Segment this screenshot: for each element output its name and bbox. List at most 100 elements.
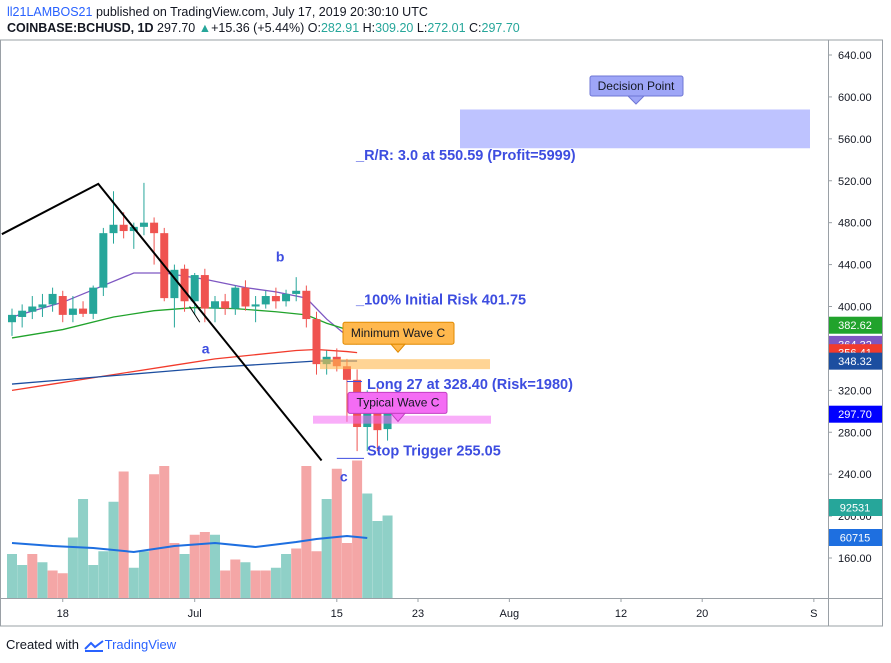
candle-body	[261, 296, 270, 305]
close-label: C:	[469, 21, 482, 35]
candle-body	[302, 290, 311, 320]
candle-body	[28, 306, 37, 312]
candle-body	[139, 222, 148, 227]
time-tick-label: 12	[615, 608, 627, 620]
volume-badge-bg	[829, 499, 882, 516]
price-tick-label: 320.00	[838, 385, 872, 397]
volume-badge-label: 60715	[840, 533, 871, 545]
tradingview-logo-icon	[83, 639, 104, 652]
volume-bar	[321, 499, 332, 598]
wave-c-label: c	[340, 469, 348, 485]
publish-line: ll21LAMBOS21 published on TradingView.co…	[7, 4, 520, 20]
volume-bar	[352, 460, 363, 598]
volume-bar	[98, 551, 109, 598]
volume-bar	[27, 554, 38, 598]
price-tick-label: 280.00	[838, 427, 872, 439]
volume-bar	[199, 532, 210, 598]
volume-bar	[67, 537, 78, 598]
open-label: O:	[307, 21, 321, 35]
price-tick-label: 600.00	[838, 92, 872, 104]
wave-a-label: a	[202, 341, 210, 357]
long-entry-text: Long 27 at 328.40 (Risk=1980)	[367, 377, 573, 393]
candle-body	[99, 233, 108, 288]
candle-body	[231, 287, 240, 309]
price-tick-label: 480.00	[838, 218, 872, 230]
candle-body	[271, 296, 280, 302]
candle-body	[150, 222, 159, 234]
volume-bar	[210, 534, 220, 598]
volume-bar	[128, 567, 139, 598]
chart-header: ll21LAMBOS21 published on TradingView.co…	[7, 4, 520, 36]
volume-badge-label: 92531	[840, 503, 871, 515]
candle-body	[190, 275, 199, 302]
candle-body	[251, 304, 260, 307]
price-change: +15.36 (+5.44%)	[211, 21, 305, 35]
typical-wave-c-pointer	[389, 412, 407, 423]
decision-zone: Decision Point	[460, 75, 810, 149]
candle-body	[58, 296, 67, 315]
candle-body	[109, 224, 118, 234]
chart-frame	[0, 39, 883, 627]
volume-bar	[291, 548, 302, 598]
price-badge-bg	[829, 316, 882, 334]
volume-bar	[57, 573, 68, 598]
volume-bar	[7, 554, 17, 598]
candle-body	[241, 287, 250, 307]
time-tick-label: 18	[57, 608, 69, 620]
volume-bar	[250, 570, 261, 598]
candle-body	[211, 301, 219, 309]
volume-bar	[311, 551, 322, 598]
volume-bar	[189, 534, 200, 598]
wave-a-tick	[189, 306, 201, 323]
volume-bar	[159, 466, 170, 598]
wave-b-label: b	[276, 248, 285, 264]
time-tick-label: Aug	[500, 608, 520, 620]
time-tick-label: Jul	[188, 608, 202, 620]
volume-bar	[331, 468, 342, 598]
volume-bar	[169, 543, 180, 598]
candle-body	[89, 287, 98, 314]
price-tick-label: 640.00	[838, 50, 872, 62]
volume-bar	[17, 565, 28, 598]
volume-bar	[220, 570, 231, 598]
price-tick-label: 440.00	[838, 260, 872, 272]
volume-bar	[362, 493, 373, 598]
price-badge-bg	[829, 352, 882, 370]
price-tick-label: 560.00	[838, 134, 872, 146]
author-link[interactable]: ll21LAMBOS21	[7, 5, 93, 19]
time-tick-label: 23	[412, 608, 424, 620]
rr-text: _R/R: 3.0 at 550.59 (Profit=5999)	[355, 148, 576, 164]
volume-bar	[179, 554, 190, 598]
low-label: L:	[416, 21, 428, 35]
candle-body	[282, 293, 291, 302]
time-tick-label: S	[810, 608, 817, 620]
decision-point-pointer	[626, 95, 646, 105]
volume-bar	[301, 466, 312, 598]
candle-body	[48, 293, 57, 305]
candle-body	[38, 304, 47, 308]
candle-body	[79, 308, 88, 314]
decision-zone-box	[460, 109, 810, 149]
high-label: H:	[362, 21, 376, 35]
volume-ma-line	[11, 534, 368, 554]
tradingview-link[interactable]: TradingView	[104, 637, 177, 652]
volume-bar	[281, 554, 292, 598]
up-arrow-icon: ▲	[198, 21, 212, 35]
volume-bar	[118, 471, 129, 598]
candle-body	[68, 308, 77, 315]
candle-body	[292, 290, 301, 294]
volume-badge-bg	[829, 529, 882, 546]
time-tick-label: 20	[696, 608, 708, 620]
created-with-text: Created with	[6, 637, 79, 652]
candle-body	[18, 310, 27, 317]
candle-body	[8, 314, 16, 323]
volume-bar	[372, 521, 383, 598]
stop-trigger-text: Stop Trigger 255.05	[367, 443, 501, 459]
volume-bar	[260, 570, 271, 598]
minimum-wave-c-pointer	[389, 343, 407, 353]
price-badge-label: 382.62	[838, 320, 872, 332]
price-badge-label: 297.70	[838, 409, 872, 421]
close-value: 297.70	[481, 21, 520, 35]
published-text: published on TradingView.com, July 17, 2…	[92, 5, 428, 19]
